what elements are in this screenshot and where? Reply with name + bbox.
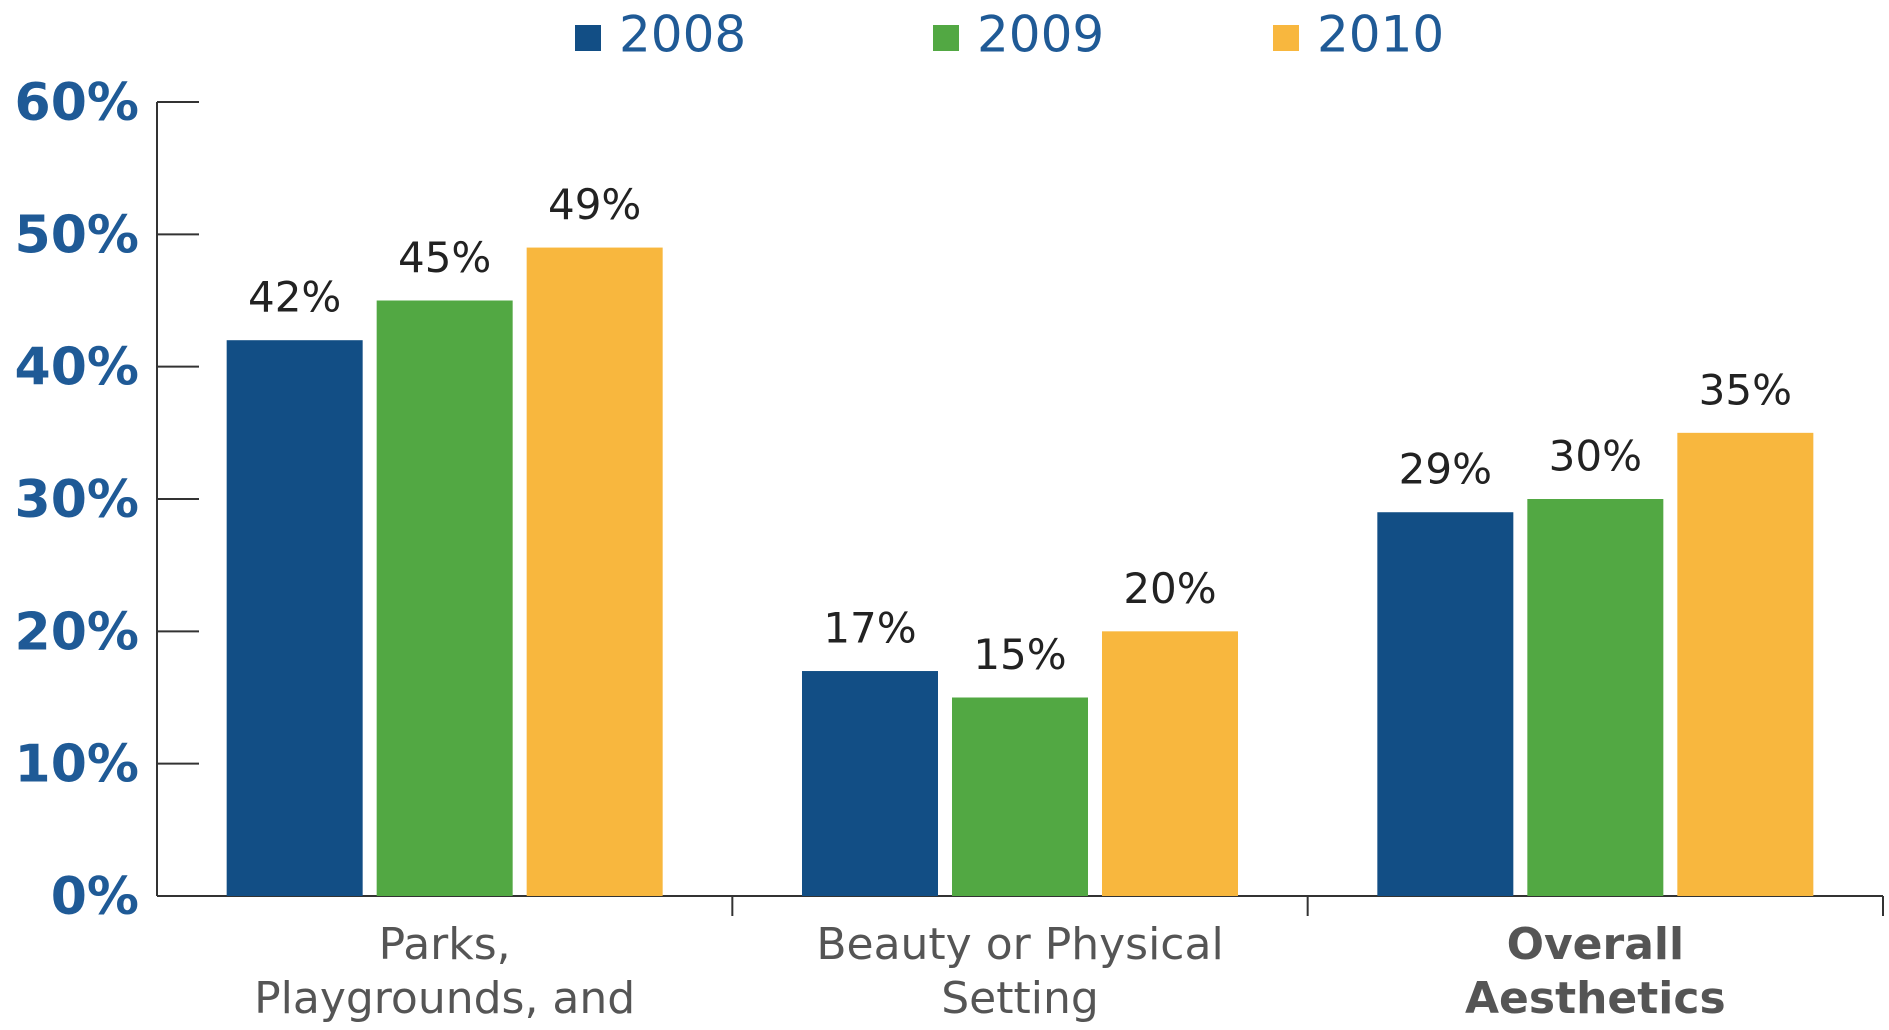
value-label: 42% <box>248 273 341 322</box>
bar <box>952 697 1088 896</box>
bar <box>1527 499 1664 896</box>
value-label: 15% <box>973 630 1066 679</box>
x-tick-label: Beauty or Physical Setting <box>816 919 1224 1024</box>
y-tick-label: 40% <box>15 338 139 398</box>
y-tick-label: 10% <box>15 735 139 795</box>
value-label: 45% <box>398 233 491 282</box>
legend-swatch <box>933 25 959 51</box>
legend-swatch <box>1273 25 1299 51</box>
bar <box>802 671 938 896</box>
x-tick-label: Parks, Playgrounds, and Trails <box>254 919 636 1030</box>
value-label: 49% <box>548 180 641 229</box>
y-tick-label: 50% <box>15 205 139 265</box>
x-tick-label: Overall Aesthetics <box>1464 919 1726 1024</box>
y-tick-label: 60% <box>15 73 139 133</box>
y-tick-label: 0% <box>51 867 139 927</box>
value-label: 29% <box>1399 445 1492 494</box>
bar <box>1677 432 1814 896</box>
legend-swatch <box>575 25 601 51</box>
bar <box>1377 512 1514 896</box>
bar <box>526 247 663 897</box>
y-tick-label: 20% <box>15 602 139 662</box>
bar <box>226 340 363 896</box>
y-tick-label: 30% <box>15 470 139 530</box>
bar <box>376 300 513 896</box>
value-label: 20% <box>1123 564 1216 613</box>
value-label: 30% <box>1549 432 1642 481</box>
legend-label: 2009 <box>977 6 1104 64</box>
legend-label: 2010 <box>1317 6 1444 64</box>
value-label: 17% <box>823 604 916 653</box>
bar <box>1102 631 1238 896</box>
value-label: 35% <box>1699 365 1792 414</box>
legend-label: 2008 <box>619 6 746 64</box>
